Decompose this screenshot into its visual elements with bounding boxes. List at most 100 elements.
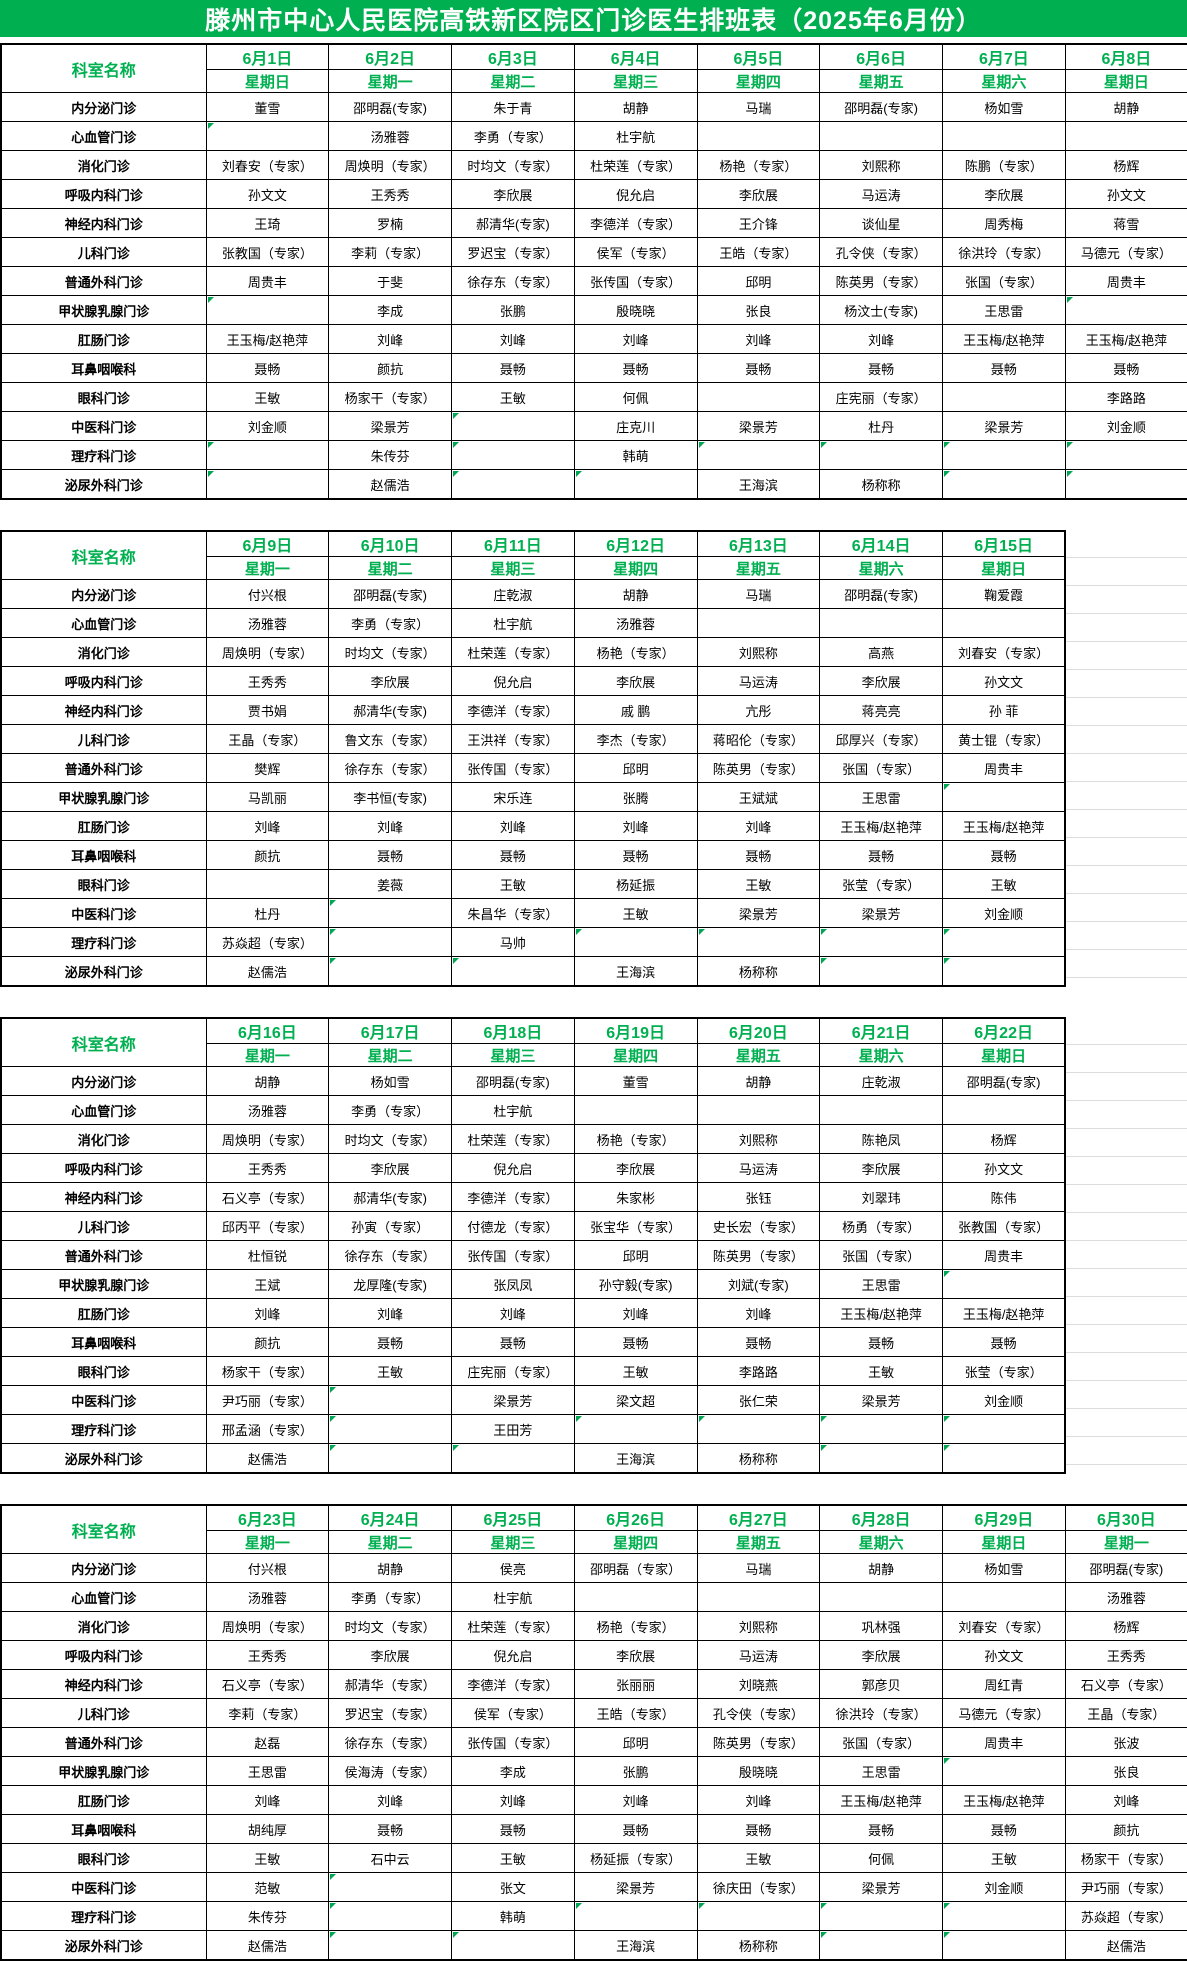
date-header-cell: 6月22日 — [942, 1017, 1066, 1044]
schedule-cell: 张莹（专家） — [819, 869, 943, 899]
schedule-cell — [328, 1385, 452, 1415]
schedule-cell: 马运涛 — [819, 179, 943, 209]
schedule-cell — [819, 956, 943, 987]
schedule-cell: 张丽丽 — [573, 1669, 698, 1699]
schedule-cell — [942, 608, 1066, 638]
date-header-cell: 6月26日 — [573, 1504, 698, 1531]
schedule-cell: 张传国（专家） — [573, 266, 698, 296]
schedule-cell: 张钰 — [696, 1182, 821, 1212]
schedule-cell: 聂畅 — [942, 840, 1066, 870]
schedule-cell: 王敏 — [696, 1843, 821, 1873]
schedule-cell: 刘峰 — [573, 324, 698, 354]
schedule-cell: 周焕明（专家） — [205, 637, 330, 667]
table-row: 中医科门诊 杜丹 朱昌华（专家） 王敏 梁景芳 梁景芳 刘金顺 — [0, 898, 1066, 928]
table-row: 神经内科门诊 王琦 罗楠 郝清华(专家) 李德洋（专家） 王介锋 谈仙星 周秀梅 蒋雪 — [0, 208, 1187, 238]
schedule-cell: 石中云 — [328, 1843, 452, 1873]
schedule-cell: 刘晓燕 — [696, 1669, 821, 1699]
dept-cell: 普通外科门诊 — [0, 266, 207, 296]
schedule-cell: 邱厚兴（专家） — [819, 724, 943, 754]
schedule-cell — [696, 440, 821, 470]
table-row: 眼科门诊 王敏 石中云 王敏 杨延振（专家） 王敏 何佩 王敏 杨家干（专家） — [0, 1843, 1187, 1873]
table-row: 中医科门诊 刘金顺 梁景芳 庄克川 梁景芳 杜丹 梁景芳 刘金顺 — [0, 411, 1187, 441]
weekday-header-cell: 星期一 — [328, 69, 452, 93]
schedule-cell: 李德洋（专家） — [573, 208, 698, 238]
table-row: 普通外科门诊 赵磊 徐存东（专家） 张传国（专家） 邱明 陈英男（专家） 张国（专家） 周贵丰… — [0, 1727, 1187, 1757]
schedule-cell: 徐洪玲（专家） — [819, 1698, 943, 1728]
dept-cell: 心血管门诊 — [0, 121, 207, 151]
schedule-cell: 杨称称 — [696, 1443, 821, 1474]
schedule-cell: 汤雅蓉 — [573, 608, 698, 638]
schedule-cell: 李德洋（专家） — [451, 1669, 575, 1699]
schedule-cell: 胡静 — [328, 1553, 452, 1583]
schedule-cell: 李成 — [328, 295, 452, 325]
weekday-header-cell: 星期六 — [819, 556, 943, 580]
schedule-cell: 聂畅 — [451, 1814, 575, 1844]
schedule-cell: 梁景芳 — [819, 898, 943, 928]
table-row: 肛肠门诊 刘峰 刘峰 刘峰 刘峰 刘峰 王玉梅/赵艳萍 王玉梅/赵艳萍 — [0, 1298, 1066, 1328]
schedule-cell: 周焕明（专家） — [328, 150, 452, 180]
schedule-cell: 于斐 — [328, 266, 452, 296]
table-row: 眼科门诊 王敏 杨家干（专家） 王敏 何佩 庄宪丽（专家） 李路路 — [0, 382, 1187, 412]
schedule-cell: 周贵丰 — [205, 266, 330, 296]
schedule-cell: 张良 — [696, 295, 821, 325]
date-header-cell: 6月13日 — [696, 530, 821, 557]
schedule-cell — [819, 121, 943, 151]
schedule-table-week-3: 科室名称 6月16日 6月17日 6月18日 6月19日 6月20日 6月21日 6月22日星… — [0, 1017, 1067, 1474]
schedule-cell: 张凤凤 — [451, 1269, 575, 1299]
schedule-cell: 付兴根 — [205, 1553, 330, 1583]
schedule-cell: 王玉梅/赵艳萍 — [819, 1298, 943, 1328]
schedule-cell: 罗迟宝（专家） — [451, 237, 575, 267]
weekday-header-cell: 星期一 — [205, 556, 330, 580]
dept-cell: 呼吸内科门诊 — [0, 1153, 207, 1183]
dept-cell: 内分泌门诊 — [0, 1553, 207, 1583]
schedule-cell: 聂畅 — [696, 840, 821, 870]
schedule-cell: 孔令侠（专家） — [696, 1698, 821, 1728]
schedule-cell — [942, 956, 1066, 987]
schedule-cell — [328, 956, 452, 987]
table-row: 呼吸内科门诊 王秀秀 李欣展 倪允启 李欣展 马运涛 李欣展 孙文文 王秀秀 — [0, 1640, 1187, 1670]
weekday-header-cell: 星期五 — [696, 1043, 821, 1067]
spreadsheet-gridline-strip — [1066, 1017, 1187, 1474]
schedule-cell: 邵明磊(专家) — [328, 92, 452, 122]
schedule-cell: 聂畅 — [328, 1327, 452, 1357]
schedule-cell: 张波 — [1064, 1727, 1187, 1757]
schedule-cell: 李欣展 — [328, 1153, 452, 1183]
schedule-cell: 赵磊 — [205, 1727, 330, 1757]
corner-header: 科室名称 — [0, 530, 207, 580]
table-row: 呼吸内科门诊 孙文文 王秀秀 李欣展 倪允启 李欣展 马运涛 李欣展 孙文文 — [0, 179, 1187, 209]
schedule-cell: 王敏 — [819, 1356, 943, 1386]
table-row: 神经内科门诊 贾书娟 郝清华(专家) 李德洋（专家）戚 鹏亢彤 蒋亮亮孙 菲 — [0, 695, 1066, 725]
table-row: 消化门诊 周焕明（专家） 时均文（专家） 杜荣莲（专家） 杨艳（专家） 刘熙称 高燕 刘春安（… — [0, 637, 1066, 667]
date-header-cell: 6月27日 — [696, 1504, 821, 1531]
schedule-cell: 何佩 — [573, 382, 698, 412]
schedule-cell: 周贵丰 — [942, 1240, 1066, 1270]
schedule-cell — [819, 1443, 943, 1474]
schedule-cell: 王思雷 — [819, 1756, 943, 1786]
dept-cell: 普通外科门诊 — [0, 1727, 207, 1757]
schedule-cell: 张国（专家） — [942, 266, 1066, 296]
schedule-cell: 刘翠玮 — [819, 1182, 943, 1212]
schedule-cell: 胡静 — [573, 579, 698, 609]
dept-cell: 耳鼻咽喉科 — [0, 1814, 207, 1844]
schedule-cell: 孙守毅(专家) — [573, 1269, 698, 1299]
schedule-cell: 郝清华(专家) — [451, 208, 575, 238]
table-row: 普通外科门诊 周贵丰 于斐 徐存东（专家） 张传国（专家） 邱明 陈英男（专家） 张国（专家）… — [0, 266, 1187, 296]
schedule-cell: 孙文文 — [942, 666, 1066, 696]
schedule-cell: 张传国（专家） — [451, 1240, 575, 1270]
schedule-cell: 徐存东（专家） — [451, 266, 575, 296]
schedule-cell: 李欣展 — [819, 1640, 943, 1670]
schedule-cell: 颜抗 — [328, 353, 452, 383]
schedule-cell: 李欣展 — [573, 1153, 698, 1183]
schedule-cell: 尹巧丽（专家） — [1064, 1872, 1187, 1902]
schedule-cell: 颜抗 — [205, 1327, 330, 1357]
schedule-cell: 张宝华（专家） — [573, 1211, 698, 1241]
schedule-cell: 时均文（专家） — [328, 637, 452, 667]
schedule-cell: 聂畅 — [205, 353, 330, 383]
schedule-cell: 聂畅 — [573, 1327, 698, 1357]
schedule-cell: 刘峰 — [696, 324, 821, 354]
schedule-cell: 胡静 — [819, 1553, 943, 1583]
schedule-cell: 杨如雪 — [942, 92, 1066, 122]
weekday-header-cell: 星期二 — [328, 1530, 452, 1554]
table-row: 耳鼻咽喉科 颜抗 聂畅 聂畅 聂畅 聂畅 聂畅 聂畅 — [0, 1327, 1066, 1357]
dept-cell: 眼科门诊 — [0, 869, 207, 899]
